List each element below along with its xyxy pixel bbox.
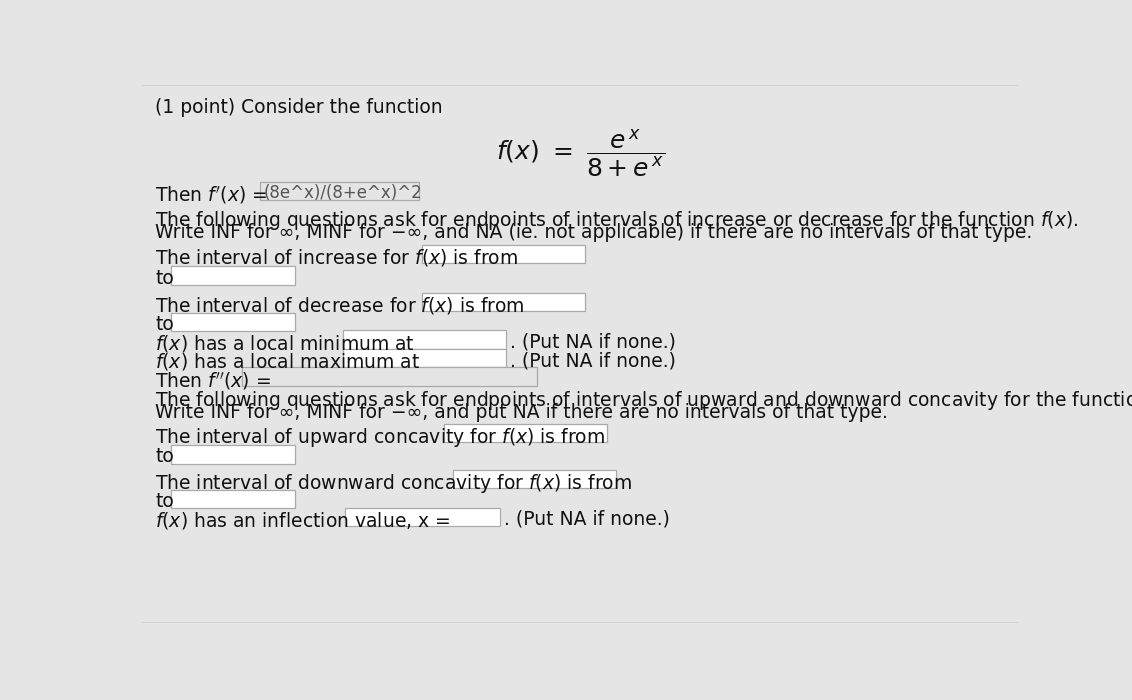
Text: The interval of decrease for $f(x)$ is from: The interval of decrease for $f(x)$ is f… xyxy=(155,295,525,316)
Text: $f(x)$ has an inflection value, x =: $f(x)$ has an inflection value, x = xyxy=(155,510,453,531)
Text: . (Put NA if none.): . (Put NA if none.) xyxy=(509,332,676,351)
Text: $f(x)$ has a local minimum at: $f(x)$ has a local minimum at xyxy=(155,332,415,354)
Text: to: to xyxy=(155,447,174,466)
Bar xyxy=(242,368,537,386)
Bar xyxy=(422,245,585,263)
Text: to: to xyxy=(155,269,174,288)
Text: . (Put NA if none.): . (Put NA if none.) xyxy=(504,510,670,528)
Text: $f(x)\ =\ \dfrac{e^{\,x}}{8+e^{\,x}}$: $f(x)\ =\ \dfrac{e^{\,x}}{8+e^{\,x}}$ xyxy=(496,128,664,179)
Text: (8e^x)/(8+e^x)^2: (8e^x)/(8+e^x)^2 xyxy=(263,184,422,202)
Text: The interval of increase for $f(x)$ is from: The interval of increase for $f(x)$ is f… xyxy=(155,247,518,268)
Bar xyxy=(171,445,295,463)
Bar xyxy=(422,293,585,311)
Text: Write INF for ∞, MINF for −∞, and put NA if there are no intervals of that type.: Write INF for ∞, MINF for −∞, and put NA… xyxy=(155,402,889,422)
Text: (1 point) Consider the function: (1 point) Consider the function xyxy=(155,98,443,117)
Bar xyxy=(343,330,506,349)
Text: The following questions ask for endpoints of intervals of increase or decrease f: The following questions ask for endpoint… xyxy=(155,209,1079,232)
Bar xyxy=(345,508,500,526)
Bar xyxy=(171,490,295,508)
Text: The interval of upward concavity for $f(x)$ is from: The interval of upward concavity for $f(… xyxy=(155,426,606,449)
Text: to: to xyxy=(155,492,174,511)
Bar xyxy=(453,470,616,489)
Text: The following questions ask for endpoints of intervals of upward and downward co: The following questions ask for endpoint… xyxy=(155,389,1132,412)
Text: to: to xyxy=(155,315,174,334)
Bar xyxy=(444,424,607,442)
Text: Then $f''(x)$ =: Then $f''(x)$ = xyxy=(155,370,274,392)
Text: The interval of downward concavity for $f(x)$ is from: The interval of downward concavity for $… xyxy=(155,472,633,495)
Text: Then $f'(x)$ =: Then $f'(x)$ = xyxy=(155,184,269,206)
Bar xyxy=(343,349,506,368)
Text: $f(x)$ has a local maximum at: $f(x)$ has a local maximum at xyxy=(155,351,421,372)
Bar xyxy=(260,182,419,200)
Bar xyxy=(171,267,295,285)
Bar xyxy=(171,313,295,331)
Text: . (Put NA if none.): . (Put NA if none.) xyxy=(509,351,676,370)
Text: Write INF for ∞, MINF for −∞, and NA (ie. not applicable) if there are no interv: Write INF for ∞, MINF for −∞, and NA (ie… xyxy=(155,223,1032,241)
